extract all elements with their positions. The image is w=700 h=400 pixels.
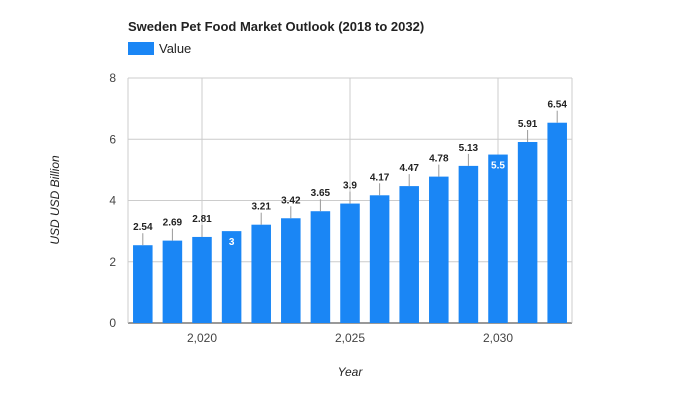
bar	[369, 195, 390, 323]
data-label: 3.21	[251, 202, 271, 213]
y-tick-label: 8	[109, 71, 116, 85]
data-label: 5.5	[491, 161, 505, 172]
bar	[310, 211, 331, 323]
bar	[547, 122, 567, 324]
x-axis-ticks: 2,020 2,025 2,030	[187, 331, 513, 345]
chart-title: Sweden Pet Food Market Outlook (2018 to …	[128, 19, 424, 34]
data-label: 2.69	[163, 218, 183, 229]
data-label: 3	[229, 237, 235, 248]
legend-swatch	[128, 42, 154, 55]
bars	[133, 122, 567, 324]
bar	[281, 218, 301, 323]
bar	[458, 165, 479, 323]
y-tick-label: 0	[109, 316, 116, 330]
bar	[429, 176, 449, 323]
y-axis-ticks: 0 2 4 6 8	[109, 71, 116, 330]
x-axis-title: Year	[338, 365, 364, 379]
x-tick-label: 2,030	[483, 331, 513, 345]
data-label: 5.91	[518, 119, 538, 130]
bar	[162, 240, 183, 323]
legend-label: Value	[159, 41, 191, 56]
x-tick-label: 2,020	[187, 331, 217, 345]
bar	[133, 245, 153, 323]
data-label: 5.13	[459, 143, 479, 154]
data-label: 6.54	[547, 100, 567, 111]
y-tick-label: 2	[109, 255, 116, 269]
bar	[488, 154, 508, 323]
data-label: 4.78	[429, 154, 449, 165]
data-label: 4.17	[370, 172, 390, 183]
legend: Value	[128, 41, 191, 56]
data-label: 3.9	[343, 181, 357, 192]
bar	[340, 203, 360, 323]
data-label: 3.65	[311, 188, 331, 199]
x-tick-label: 2,025	[335, 331, 365, 345]
bar	[251, 224, 271, 323]
data-labels: 2.54 2.69 2.81 3 3.21 3.42 3.65 3.9 4.17 4.47 4.78…	[133, 100, 567, 248]
y-axis-title: USD USD Billion	[48, 155, 62, 245]
data-label: 2.54	[133, 222, 153, 233]
data-label: 3.42	[281, 195, 301, 206]
bar	[192, 236, 212, 323]
data-label: 4.47	[399, 163, 419, 174]
bar	[221, 231, 242, 323]
y-tick-label: 4	[109, 194, 116, 208]
bar	[399, 186, 419, 323]
y-tick-label: 6	[109, 132, 116, 146]
data-label: 2.81	[192, 214, 212, 225]
bar	[517, 142, 538, 323]
